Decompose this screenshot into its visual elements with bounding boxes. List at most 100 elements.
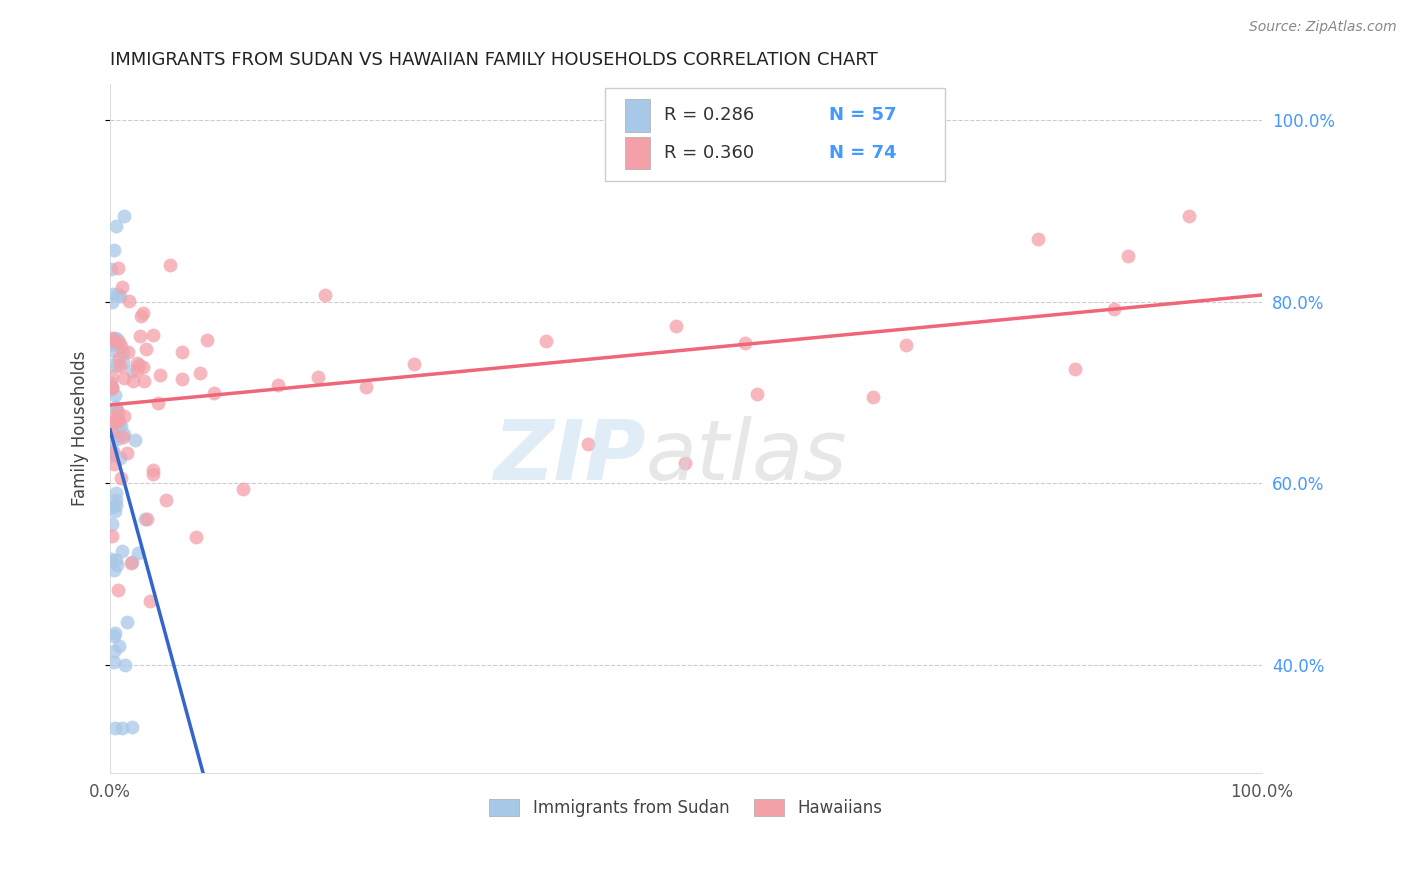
FancyBboxPatch shape	[626, 136, 651, 169]
Point	[105, 411, 128, 425]
Point	[117, 345, 139, 359]
Point	[267, 377, 290, 392]
Text: Source: ZipAtlas.com: Source: ZipAtlas.com	[1249, 20, 1396, 34]
Point	[107, 287, 129, 301]
Point	[100, 262, 122, 277]
Point	[101, 445, 124, 459]
Point	[103, 343, 125, 358]
Point	[111, 355, 134, 369]
Point	[100, 376, 122, 391]
Point	[111, 721, 134, 735]
Point	[101, 410, 124, 425]
Point	[129, 309, 152, 323]
Point	[1063, 361, 1085, 376]
Point	[105, 558, 128, 572]
Point	[105, 400, 128, 414]
Point	[100, 552, 122, 566]
Point	[101, 337, 124, 351]
Point	[122, 374, 145, 388]
Point	[105, 402, 128, 417]
Point	[232, 482, 254, 496]
Text: R = 0.360: R = 0.360	[664, 144, 754, 162]
Text: N = 74: N = 74	[830, 144, 897, 162]
Point	[107, 414, 129, 428]
Point	[105, 485, 128, 500]
Point	[105, 358, 128, 372]
Point	[111, 279, 134, 293]
Point	[107, 332, 129, 346]
Text: R = 0.286: R = 0.286	[664, 106, 755, 124]
Point	[104, 626, 127, 640]
Point	[112, 409, 135, 424]
Text: atlas: atlas	[645, 416, 848, 497]
Point	[110, 339, 132, 353]
Point	[665, 318, 688, 333]
Point	[108, 351, 131, 365]
Point	[111, 344, 134, 359]
Point	[1026, 232, 1049, 246]
Point	[184, 530, 207, 544]
Point	[142, 467, 165, 481]
Point	[121, 555, 143, 569]
Point	[107, 639, 129, 653]
Point	[101, 286, 124, 301]
Point	[128, 328, 150, 343]
Text: IMMIGRANTS FROM SUDAN VS HAWAIIAN FAMILY HOUSEHOLDS CORRELATION CHART: IMMIGRANTS FROM SUDAN VS HAWAIIAN FAMILY…	[110, 51, 877, 69]
Point	[862, 390, 884, 404]
Point	[112, 426, 135, 441]
Point	[101, 529, 124, 543]
Point	[134, 374, 156, 388]
Point	[111, 430, 134, 444]
Point	[125, 363, 148, 377]
Point	[104, 721, 127, 735]
Point	[108, 417, 131, 431]
Point	[117, 446, 139, 460]
Point	[101, 370, 124, 384]
Point	[170, 372, 193, 386]
Point	[1116, 249, 1139, 263]
Point	[101, 331, 124, 345]
Point	[110, 289, 132, 303]
Point	[195, 333, 218, 347]
Text: ZIP: ZIP	[494, 416, 645, 497]
Point	[734, 335, 756, 350]
Point	[112, 209, 135, 223]
Point	[103, 563, 125, 577]
Point	[101, 516, 124, 531]
Point	[673, 456, 696, 470]
Point	[121, 364, 143, 378]
Point	[103, 644, 125, 658]
Point	[121, 719, 143, 733]
Point	[107, 412, 129, 426]
Point	[894, 338, 917, 352]
Point	[100, 382, 122, 396]
Point	[115, 615, 138, 630]
Legend: Immigrants from Sudan, Hawaiians: Immigrants from Sudan, Hawaiians	[482, 792, 890, 823]
Point	[104, 492, 127, 507]
Point	[105, 334, 128, 349]
Point	[100, 448, 122, 462]
Point	[104, 388, 127, 402]
FancyBboxPatch shape	[606, 87, 945, 180]
Point	[101, 443, 124, 458]
Point	[136, 511, 159, 525]
Point	[104, 553, 127, 567]
Point	[107, 334, 129, 349]
Point	[110, 471, 132, 485]
Point	[134, 511, 156, 525]
Point	[138, 594, 160, 608]
Point	[132, 306, 155, 320]
Point	[172, 345, 194, 359]
Point	[124, 433, 146, 447]
Point	[128, 358, 150, 372]
Point	[104, 498, 127, 512]
Point	[107, 261, 129, 276]
Point	[118, 293, 141, 308]
Point	[354, 380, 377, 394]
Point	[103, 655, 125, 669]
Point	[114, 657, 136, 672]
Point	[127, 356, 149, 370]
Point	[100, 358, 122, 372]
Point	[1178, 209, 1201, 223]
Point	[307, 370, 329, 384]
